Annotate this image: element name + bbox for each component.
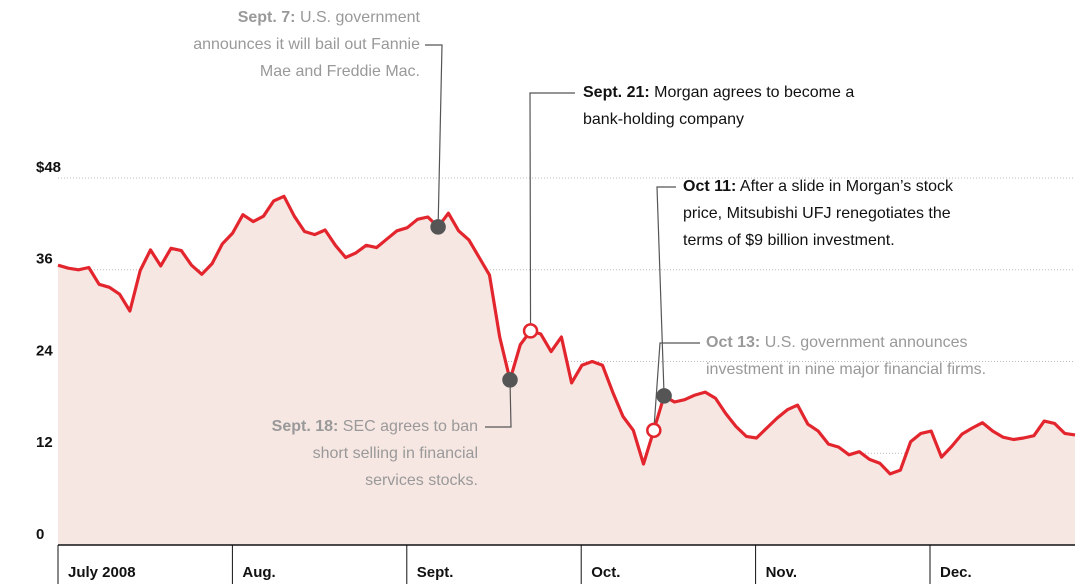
annotation-text: Oct 11: After a slide in Morgan’s stock [683,178,954,195]
annotation-text: bank-holding company [583,111,744,128]
x-tick-label: Sept. [417,564,454,581]
annotation-line: services stocks. [365,472,478,489]
annotation-date: Oct 11: [683,178,736,195]
event-circle [522,323,539,339]
annotation-line: investment in nine major financial firms… [706,361,986,378]
annotation-line: bank-holding company [583,111,744,128]
leader-line [485,379,512,428]
leader-line [529,92,575,331]
annotation-line: SEC agrees to ban [338,418,478,435]
area [58,196,1075,546]
annotation-text: Mae and Freddie Mac. [260,63,420,80]
annotation-text: price, Mitsubishi UFJ renegotiates the [683,205,951,222]
annotation-date: Sept. 21: [583,84,650,101]
x-tick-label: Nov. [766,564,797,581]
x-tick-label: Aug. [242,564,275,581]
price-line [57,194,1076,476]
annotation-line: After a slide in Morgan’s stock [736,178,954,195]
annotation-line: Mae and Freddie Mac. [260,63,420,80]
annotation-date: Oct 13: [706,334,760,351]
annotation-text: services stocks. [365,472,478,489]
annotation-text: terms of $9 billion investment. [683,232,895,249]
annotation-text: short selling in financial [313,445,478,462]
annotation-date: Sept. 7: [238,9,296,26]
y-tick-label: 36 [36,251,53,268]
annotation-line: U.S. government [296,9,421,26]
y-tick-label: $48 [36,159,61,176]
annotation-text: Sept. 7: U.S. government [238,9,421,26]
annotation-line: price, Mitsubishi UFJ renegotiates the [683,205,951,222]
annotation-line: U.S. government announces [760,334,967,351]
annotation-text: investment in nine major financial firms… [706,361,986,378]
annotation-date: Sept. 18: [272,418,339,435]
event-circle [646,422,662,439]
x-tick-label: July 2008 [68,564,136,581]
annotation-line: Morgan agrees to become a [650,84,855,101]
annotation-text: announces it will bail out Fannie [193,36,420,53]
annotation-line: short selling in financial [313,445,478,462]
annotation-line: announces it will bail out Fannie [193,36,420,53]
x-tick-label: Dec. [940,564,972,581]
leader-line [653,342,700,431]
y-tick-label: 24 [36,342,53,359]
annotation-text: Sept. 21: Morgan agrees to become a [583,84,854,101]
y-tick-label: 12 [36,434,53,451]
annotation-text: Sept. 18: SEC agrees to ban [272,418,478,435]
leader-line [656,186,676,396]
event-dot [430,219,446,235]
event-dot [656,388,672,404]
x-tick-label: Oct. [591,564,620,581]
annotation-text: Oct 13: U.S. government announces [706,334,967,351]
y-tick-label: 0 [36,526,44,543]
event-dot [502,372,518,388]
leader-line [425,44,443,227]
annotation-line: terms of $9 billion investment. [683,232,895,249]
